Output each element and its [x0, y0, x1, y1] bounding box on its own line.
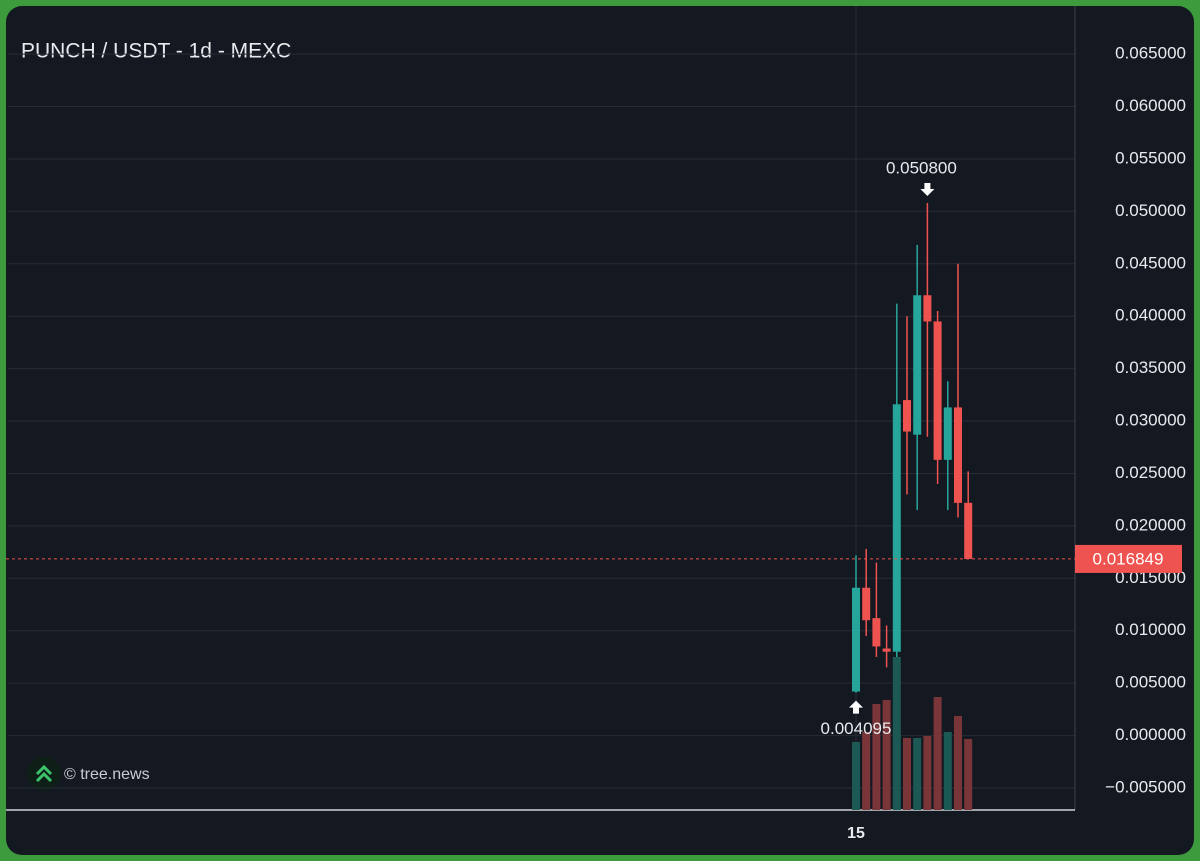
volume-bar	[923, 736, 932, 810]
volume-bar	[892, 657, 901, 810]
candle-body	[882, 648, 891, 652]
y-tick-label: 0.025000	[1115, 463, 1186, 482]
volume-bar	[872, 704, 881, 810]
y-tick-label: 0.055000	[1115, 148, 1186, 167]
candle-body	[892, 404, 901, 652]
volume-bar	[913, 738, 922, 810]
volume-bar	[954, 716, 962, 810]
y-tick-label: 0.060000	[1115, 96, 1186, 115]
volume-bar	[903, 738, 911, 810]
y-tick-label: 0.030000	[1115, 411, 1186, 430]
candle-body	[933, 321, 942, 460]
y-tick-label: 0.050000	[1115, 201, 1186, 220]
y-tick-label: 0.045000	[1115, 253, 1186, 272]
volume-bar	[933, 697, 942, 810]
candle-body	[913, 295, 922, 435]
y-tick-label: 0.005000	[1115, 673, 1186, 692]
y-tick-label: −0.005000	[1105, 777, 1186, 796]
x-tick-label: 15	[847, 825, 865, 842]
y-tick-label: 0.020000	[1115, 515, 1186, 534]
chart-title: PUNCH / USDT - 1d - MEXC	[21, 40, 291, 63]
y-tick-label: 0.000000	[1115, 725, 1186, 744]
candle-body	[852, 587, 860, 692]
candle-body	[943, 407, 952, 460]
y-tick-label: 0.010000	[1115, 620, 1186, 639]
low-label: 0.004095	[821, 719, 892, 738]
logo-icon	[35, 764, 53, 783]
candle-body	[954, 407, 962, 503]
volume-bar	[943, 732, 952, 810]
candle-body	[862, 587, 871, 621]
y-tick-label: 0.035000	[1115, 358, 1186, 377]
volume-bar	[862, 732, 871, 810]
watermark: © tree.news	[64, 766, 150, 783]
candle-body	[903, 400, 911, 432]
high-arrow	[920, 182, 935, 196]
low-arrow	[849, 700, 863, 714]
candle-body	[872, 618, 881, 647]
candle-body	[923, 295, 932, 322]
candle-body	[964, 502, 973, 559]
price-label-box	[1075, 544, 1182, 573]
y-tick-label: 0.040000	[1115, 306, 1186, 325]
volume-bar	[964, 739, 973, 810]
price-label: 0.016849	[1093, 549, 1164, 568]
high-label: 0.050800	[886, 158, 957, 177]
volume-bar	[882, 700, 891, 810]
y-tick-label: 0.065000	[1115, 44, 1186, 63]
chart: PUNCH / USDT - 1d - MEXC © tree.news −0.…	[6, 6, 1186, 842]
chart-panel: PUNCH / USDT - 1d - MEXC © tree.news −0.…	[6, 6, 1194, 855]
volume-bar	[852, 742, 860, 810]
